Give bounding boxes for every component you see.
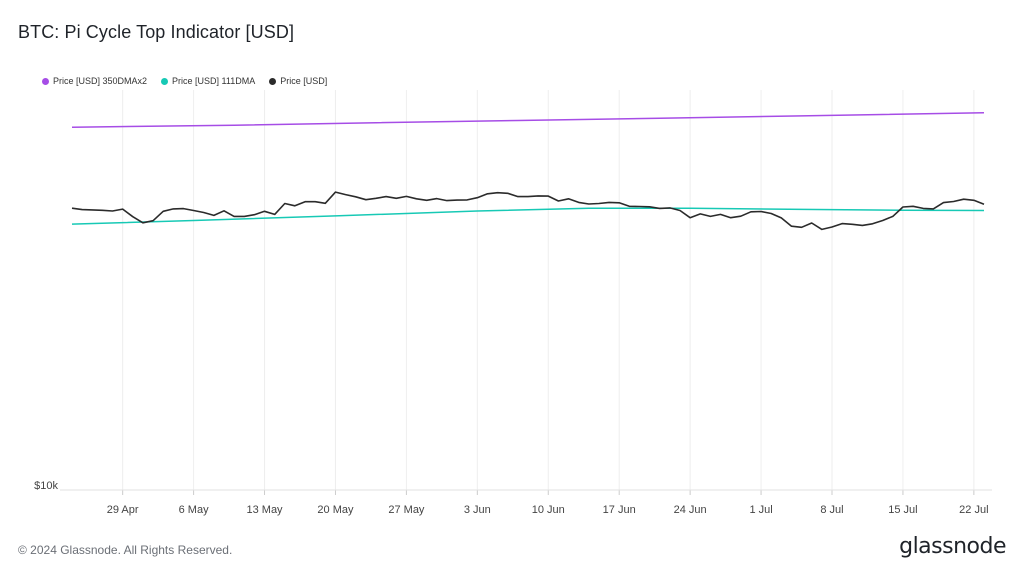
x-tick-label: 22 Jul [959, 504, 988, 516]
legend-label-350dmax2: Price [USD] 350DMAx2 [53, 76, 148, 86]
series-layer [71, 111, 985, 231]
axis-layer: 29 Apr 6 May 13 May 20 May 27 May 3 Jun 10 Jun… [34, 480, 992, 516]
legend-label-111dma: Price [USD] 111DMA [172, 76, 256, 86]
x-tick-label: 24 Jun [674, 504, 707, 516]
chart-legend: Price [USD] 350DMAx2 Price [USD] 111DMA … [42, 76, 327, 86]
legend-dot-350dmax2 [42, 77, 49, 85]
legend-item-350dmax2[interactable]: Price [USD] 350DMAx2 [42, 76, 147, 86]
x-tick-label: 17 Jun [603, 504, 636, 516]
x-tick-label: 29 Apr [107, 504, 139, 516]
x-tick-label: 3 Jun [464, 504, 491, 516]
glassnode-logo: glassnode [899, 534, 1006, 559]
y-tick-label: $10k [34, 480, 58, 492]
x-tick-label: 27 May [388, 504, 425, 516]
grid-layer [122, 90, 975, 490]
copyright-footer: © 2024 Glassnode. All Rights Reserved. [18, 543, 233, 557]
x-tick-label: 10 Jun [532, 504, 565, 516]
x-tick-label: 8 Jul [820, 504, 843, 516]
legend-item-111dma[interactable]: Price [USD] 111DMA [161, 76, 255, 86]
x-tick-label: 1 Jul [749, 504, 772, 516]
series-line-price[interactable] [71, 191, 985, 231]
x-tick-label: 13 May [246, 504, 283, 516]
x-tick-label: 20 May [317, 504, 354, 516]
x-tick-label: 6 May [179, 504, 209, 516]
chart-title: BTC: Pi Cycle Top Indicator [USD] [18, 22, 295, 42]
series-line-350dmax2[interactable] [71, 111, 985, 128]
legend-dot-price [269, 77, 277, 85]
legend-dot-111dma [161, 77, 169, 85]
legend-label-price: Price [USD] [280, 76, 328, 86]
legend-item-price[interactable]: Price [USD] [269, 76, 327, 86]
x-tick-label: 15 Jul [888, 504, 917, 516]
series-line-111dma[interactable] [71, 207, 985, 225]
